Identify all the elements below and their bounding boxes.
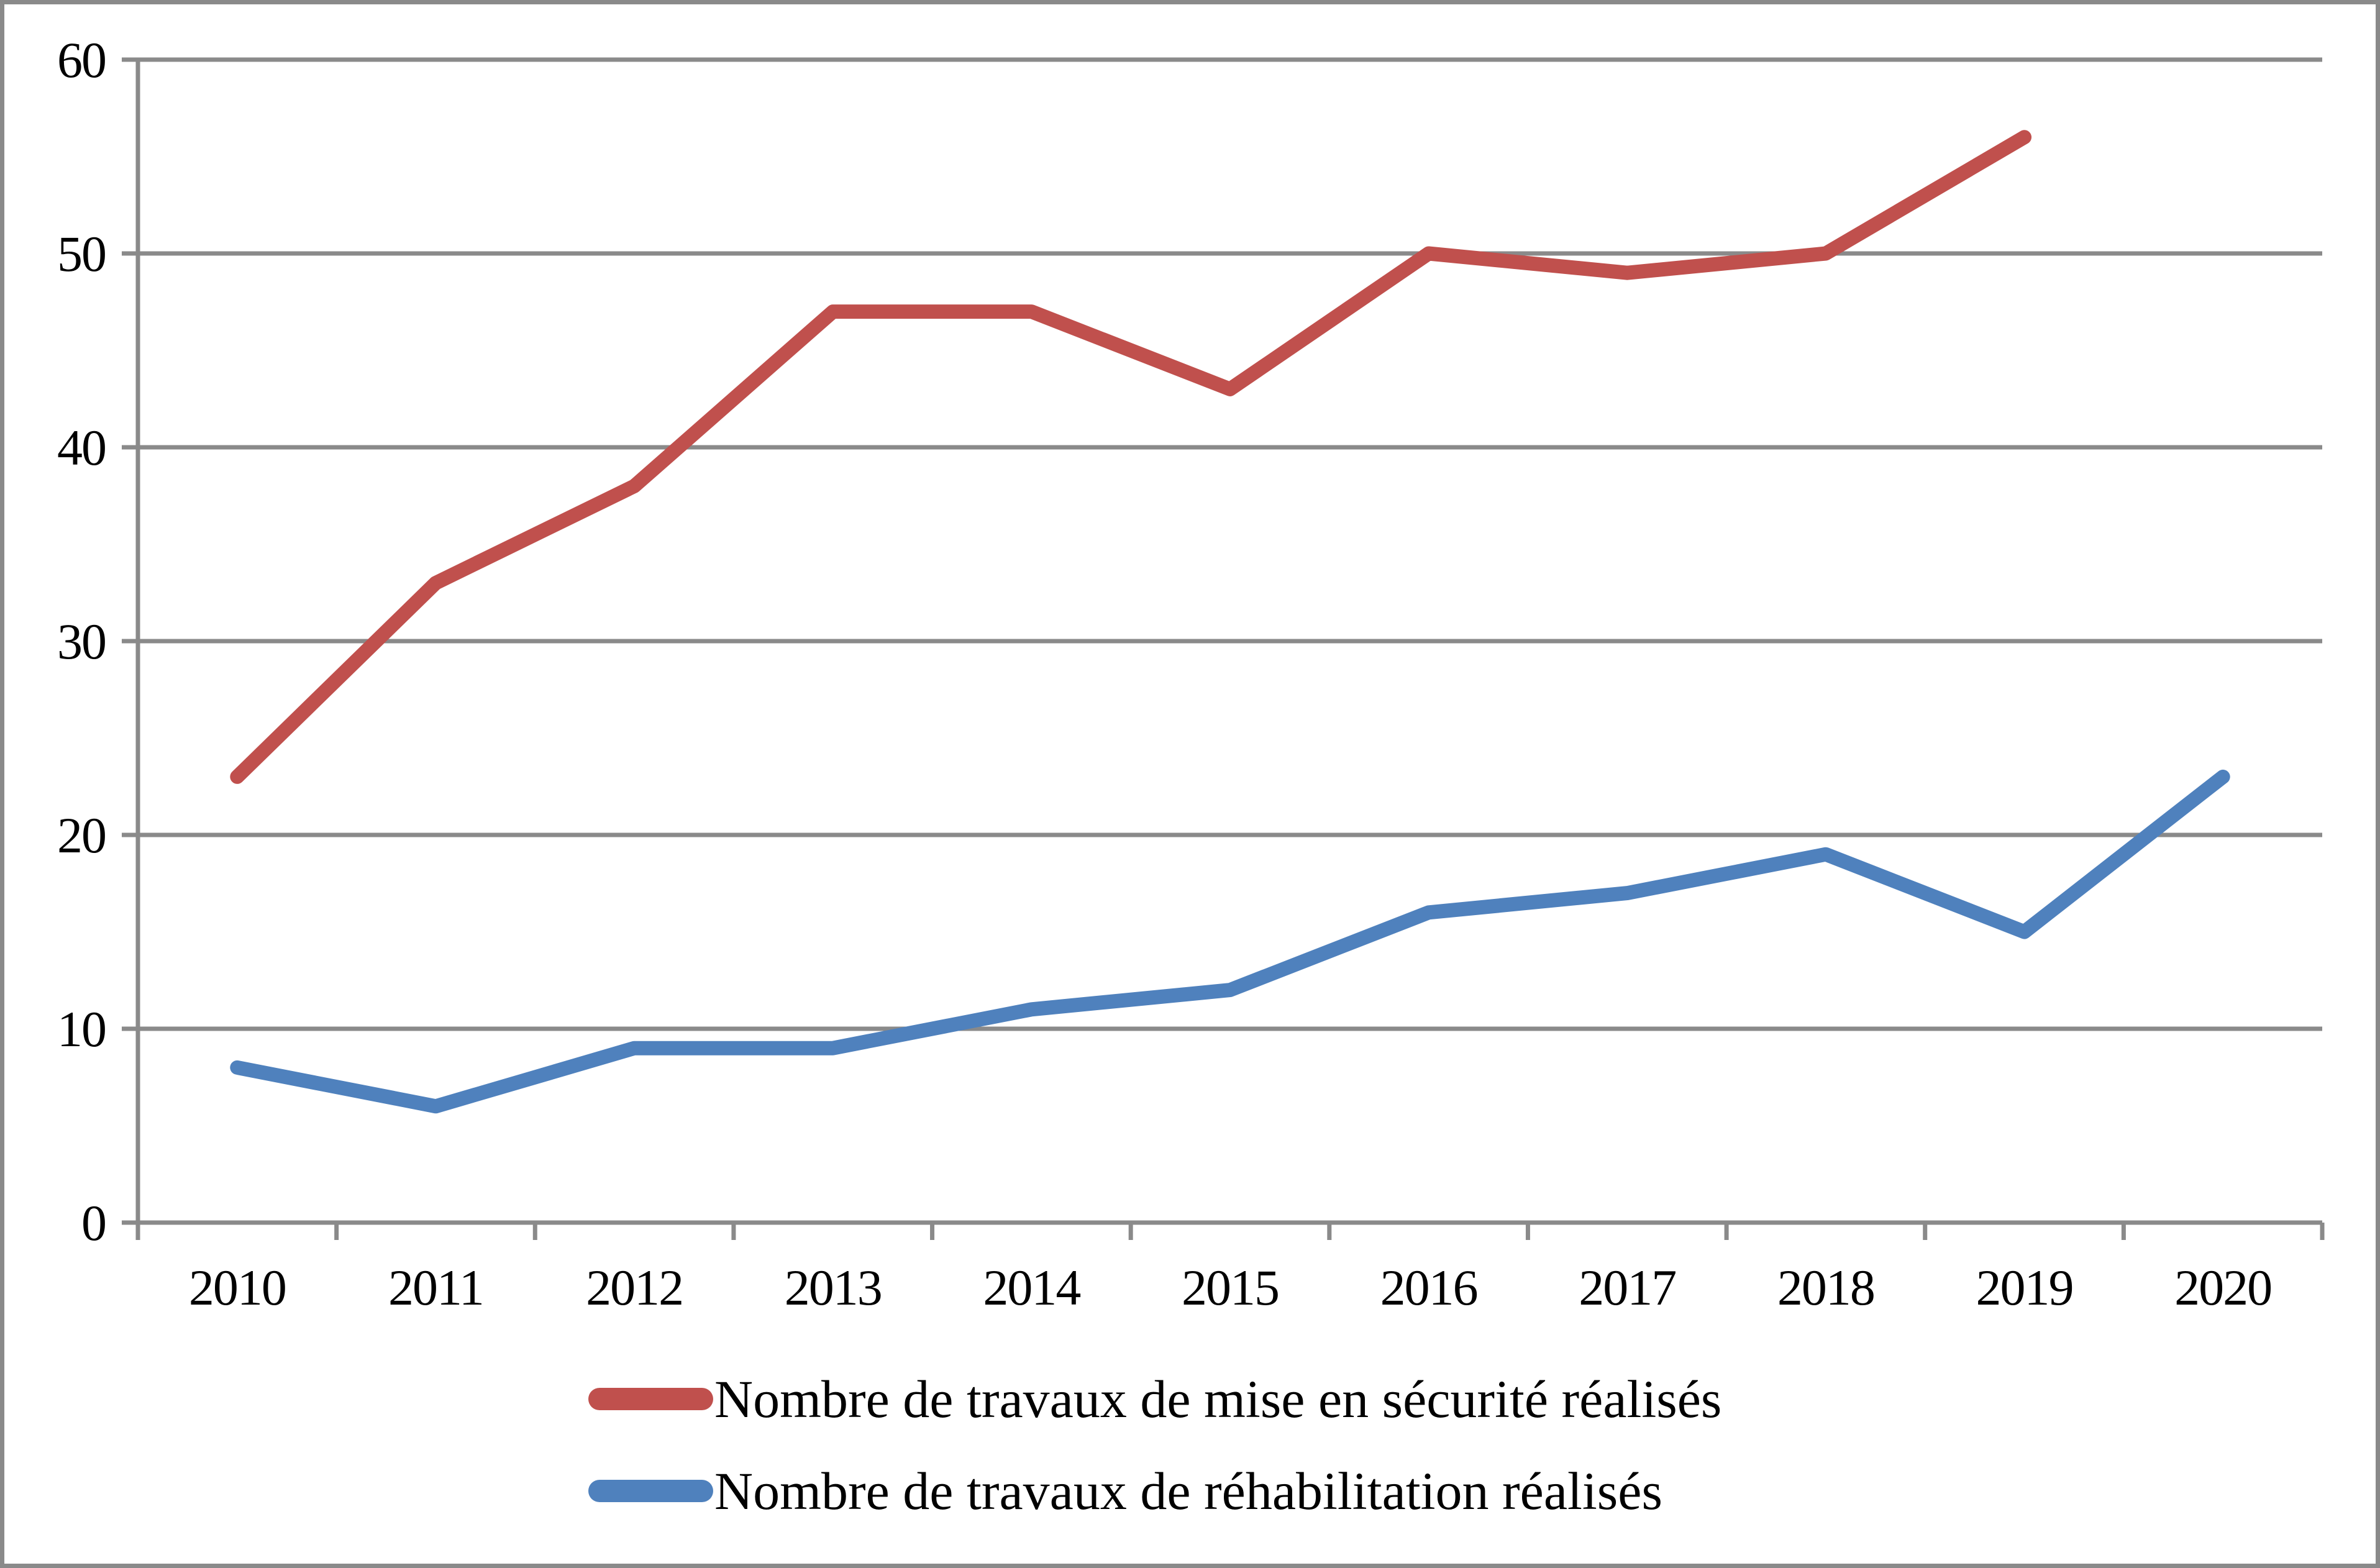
x-tick-label: 2013 <box>785 1259 882 1316</box>
legend-label-rehabilitation: Nombre de travaux de réhabilitation réal… <box>714 1461 1662 1521</box>
y-tick-label: 10 <box>57 1001 106 1057</box>
x-tick-label: 2018 <box>1777 1259 1874 1316</box>
x-tick-label: 2020 <box>2174 1259 2271 1316</box>
series-line-rehabilitation <box>230 769 2230 1114</box>
x-tick-label: 2014 <box>983 1259 1080 1316</box>
y-tick-label: 20 <box>57 807 106 864</box>
x-tick-label: 2012 <box>586 1259 683 1316</box>
series-line-mise-en-securite <box>230 130 2032 784</box>
legend-label-mise-en-securite: Nombre de travaux de mise en sécurité ré… <box>714 1369 1721 1429</box>
x-tick-label: 2017 <box>1579 1259 1676 1316</box>
x-tick-label: 2011 <box>388 1259 483 1316</box>
x-tick-label: 2010 <box>189 1259 286 1316</box>
x-tick-label: 2019 <box>1976 1259 2073 1316</box>
y-tick-label: 60 <box>57 32 106 88</box>
y-tick-label: 30 <box>57 613 106 670</box>
y-tick-label: 50 <box>57 226 106 282</box>
x-tick-label: 2015 <box>1182 1259 1279 1316</box>
x-tick-label: 2016 <box>1380 1259 1477 1316</box>
y-tick-label: 40 <box>57 419 106 476</box>
y-tick-label: 0 <box>81 1195 106 1251</box>
